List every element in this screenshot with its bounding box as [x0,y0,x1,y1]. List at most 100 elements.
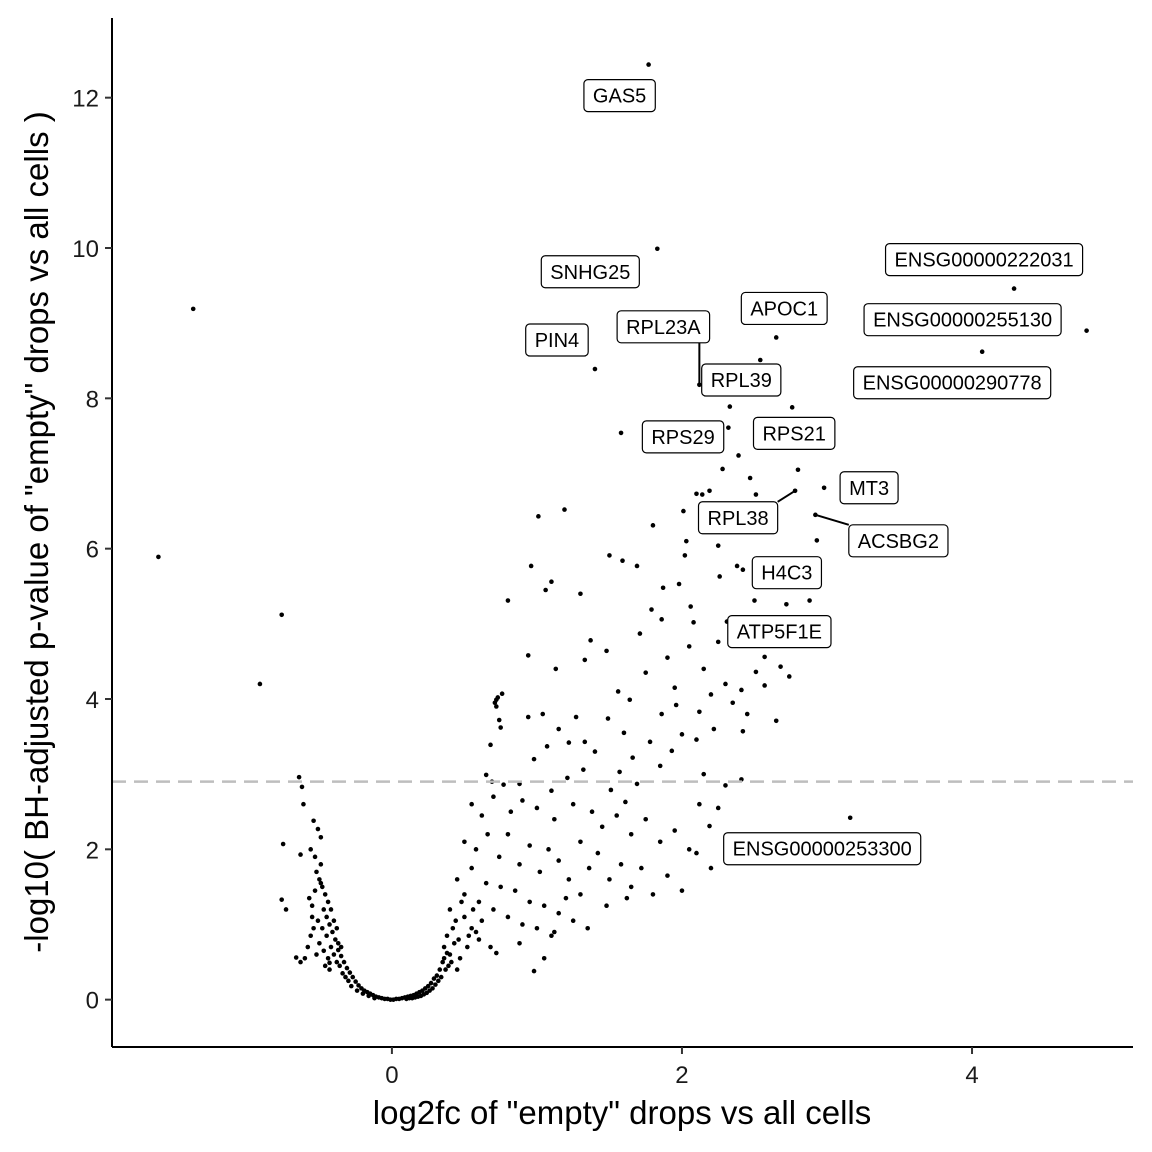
gene-label-box [727,615,832,649]
data-point [479,918,485,924]
data-point [566,740,572,745]
data-point [717,574,722,579]
data-point [627,697,633,703]
data-point [331,952,337,957]
data-point [340,971,345,976]
data-point [697,709,702,715]
data-point [454,967,460,972]
data-point [436,978,441,984]
data-point [314,952,319,957]
y-axis-title: -log10( BH-adjusted p-value of "empty" d… [18,111,55,952]
data-point [309,903,315,908]
gene-label-box [641,420,725,454]
y-tick-label: 0 [86,988,99,1015]
data-point [773,718,779,724]
gene-label-box [583,79,656,113]
data-point [707,823,712,829]
data-point [701,771,707,777]
data-point [634,563,640,569]
data-point [454,877,460,882]
data-point [279,897,284,902]
data-point [723,783,728,788]
data-point [317,877,322,882]
gene-label-text: ENSG00000290778 [863,373,1042,395]
data-point [592,749,598,754]
gene-label-box [752,416,836,450]
y-tick-label: 8 [86,386,99,413]
data-point [495,695,501,700]
data-point [534,805,540,811]
x-axis-title: log2fc of "empty" drops vs all cells [373,1094,871,1131]
data-point [628,884,634,890]
data-point [752,598,757,603]
gene-label-connector [777,489,796,503]
data-point [541,956,547,961]
data-point [308,933,313,939]
data-point [446,963,451,969]
data-point [639,865,644,871]
data-point [707,488,712,494]
data-point [444,933,450,939]
data-point [686,644,692,649]
gene-label: ENSG00000222031 [884,242,1084,277]
labeled-data-point [740,567,746,573]
data-point [669,748,675,754]
data-point [305,944,311,950]
data-point [438,974,444,980]
data-point [494,704,499,709]
data-point [556,858,561,863]
data-point [469,801,474,807]
gene-label-box [525,323,589,357]
data-point [673,702,679,708]
data-point [508,809,514,815]
data-point [694,737,699,742]
data-point [359,986,364,991]
data-point [615,689,621,694]
data-point [525,714,531,720]
data-point [682,553,688,558]
data-point [556,726,561,732]
data-point [585,925,590,931]
data-point [356,983,361,988]
data-point [617,769,622,775]
data-point [544,744,550,749]
data-point [540,711,546,717]
data-point [753,492,759,497]
data-point [479,813,485,818]
data-point [744,711,750,717]
data-point [306,895,312,901]
data-point [311,818,316,824]
gene-label-text: MT3 [849,478,889,500]
data-point [566,877,572,882]
data-point [573,714,579,720]
gene-label-text: RPS29 [651,427,714,449]
data-point [647,739,653,745]
data-point [335,947,341,953]
y-tick-label: 2 [86,837,99,864]
data-point [552,816,557,822]
data-point [312,854,318,860]
data-point [470,907,476,912]
data-point [335,940,341,946]
data-point [657,763,663,769]
y-tick-label: 10 [72,236,99,263]
gene-label: RPS21 [752,416,836,450]
data-point [630,755,635,760]
data-point [614,813,619,818]
data-point [457,956,463,961]
data-point [679,888,685,893]
data-point [701,666,707,672]
data-point [462,839,467,845]
data-point [543,587,548,593]
data-point [473,929,479,935]
data-point [466,933,472,939]
data-point [476,899,482,905]
gene-label: RPL38 [697,501,779,535]
gene-label: RPL23A [616,310,711,344]
labeled-data-point [757,357,763,363]
data-point [280,841,286,847]
data-point [337,963,342,969]
data-point [299,784,305,790]
data-point [317,940,322,946]
data-point [634,781,640,787]
